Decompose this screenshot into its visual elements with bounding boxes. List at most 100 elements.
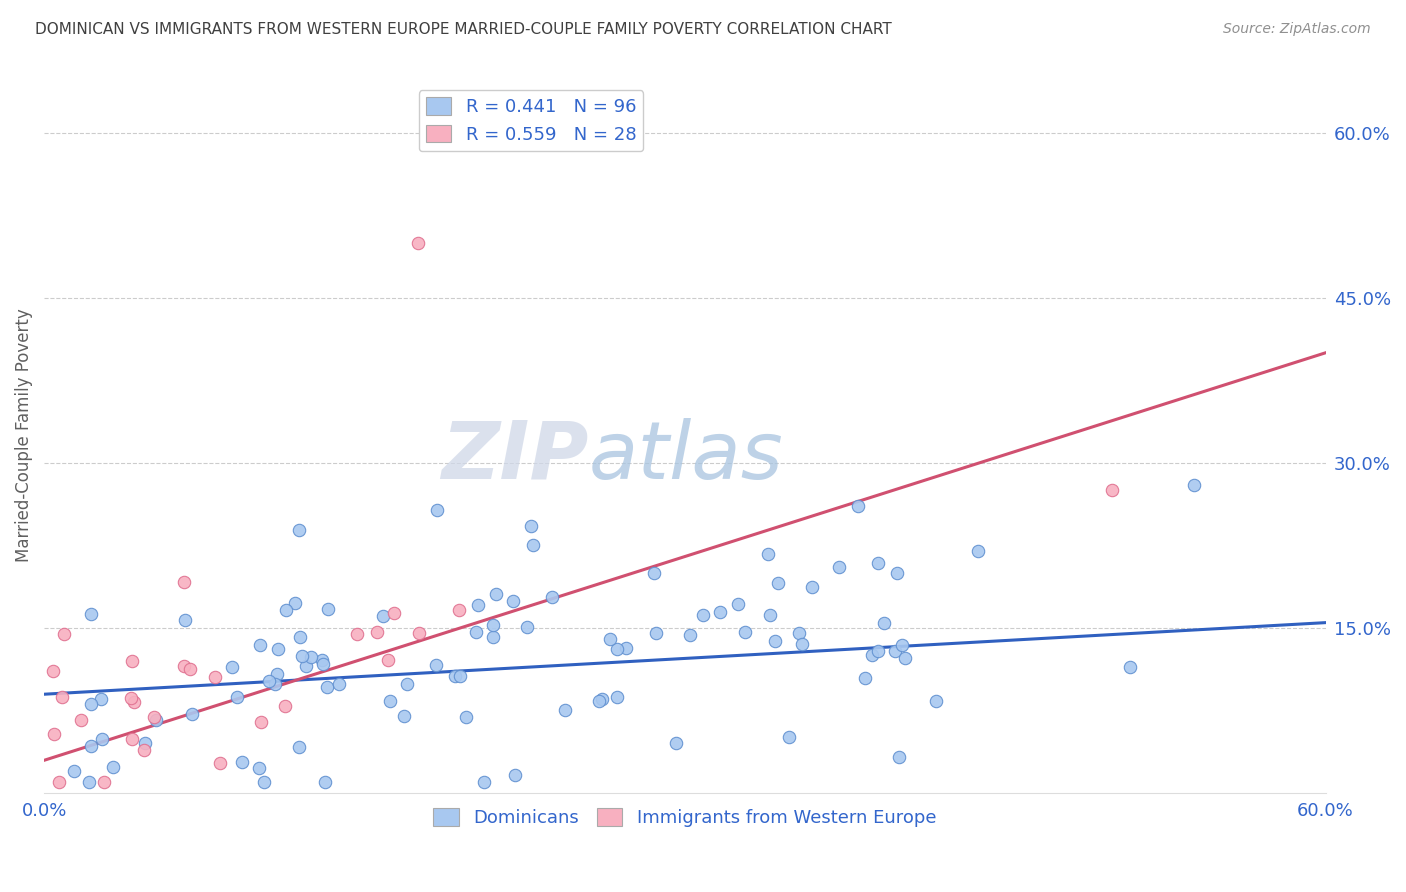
Point [42,727,65,741]
Text: DOMINICAN VS IMMIGRANTS FROM WESTERN EUROPE MARRIED-COUPLE FAMILY POVERTY CORREL: DOMINICAN VS IMMIGRANTS FROM WESTERN EUR… [35,22,891,37]
Point [482,630,505,644]
Text: ZIP: ZIP [441,417,589,496]
Point [800,580,823,594]
Point [1101,483,1123,498]
Point [53,627,76,641]
Point [614,641,637,656]
Point [174,613,197,627]
Point [250,714,273,729]
Point [449,669,471,683]
Point [465,624,488,639]
Point [142,709,165,723]
Point [93,775,115,789]
Point [181,706,204,721]
Point [467,598,489,612]
Point [134,736,156,750]
Point [392,709,415,723]
Point [894,651,917,665]
Point [121,732,143,747]
Point [77,775,100,789]
Point [247,761,270,775]
Point [472,775,495,789]
Point [366,625,388,640]
Point [967,543,990,558]
Text: Source: ZipAtlas.com: Source: ZipAtlas.com [1223,22,1371,37]
Point [789,626,811,640]
Point [122,695,145,709]
Point [606,642,628,657]
Point [288,630,311,644]
Y-axis label: Married-Couple Family Poverty: Married-Couple Family Poverty [15,309,32,562]
Point [173,658,195,673]
Point [591,692,613,706]
Point [80,697,103,711]
Point [426,503,449,517]
Point [291,648,314,663]
Point [42,665,65,679]
Point [328,677,350,691]
Point [266,666,288,681]
Point [866,556,889,570]
Point [51,690,73,704]
Point [692,608,714,623]
Point [516,619,538,633]
Point [520,519,543,533]
Point [763,633,786,648]
Point [295,658,318,673]
Point [80,607,103,621]
Point [886,566,908,581]
Point [208,756,231,771]
Point [91,731,114,746]
Point [665,736,688,750]
Point [502,593,524,607]
Point [80,739,103,754]
Point [678,628,700,642]
Point [643,566,665,580]
Point [371,608,394,623]
Point [485,586,508,600]
Point [759,607,782,622]
Point [883,643,905,657]
Point [727,598,749,612]
Point [288,523,311,537]
Point [709,605,731,619]
Point [179,662,201,676]
Point [606,690,628,704]
Point [425,657,447,672]
Point [541,591,564,605]
Point [860,648,883,663]
Point [276,603,298,617]
Point [873,615,896,630]
Point [1182,478,1205,492]
Point [778,731,800,745]
Point [443,669,465,683]
Point [447,602,470,616]
Point [855,671,877,685]
Point [316,602,339,616]
Point [249,638,271,652]
Point [90,692,112,706]
Point [406,235,429,250]
Point [132,743,155,757]
Point [288,739,311,754]
Point [221,660,243,674]
Point [346,627,368,641]
Point [828,559,851,574]
Legend: Dominicans, Immigrants from Western Europe: Dominicans, Immigrants from Western Euro… [426,801,943,834]
Point [846,499,869,513]
Point [891,638,914,652]
Point [588,693,610,707]
Point [312,657,335,672]
Point [503,768,526,782]
Point [482,618,505,632]
Point [382,607,405,621]
Point [173,574,195,589]
Point [101,760,124,774]
Point [63,764,86,778]
Point [1118,659,1140,673]
Point [311,653,333,667]
Point [284,596,307,610]
Point [644,625,666,640]
Point [790,637,813,651]
Point [408,625,430,640]
